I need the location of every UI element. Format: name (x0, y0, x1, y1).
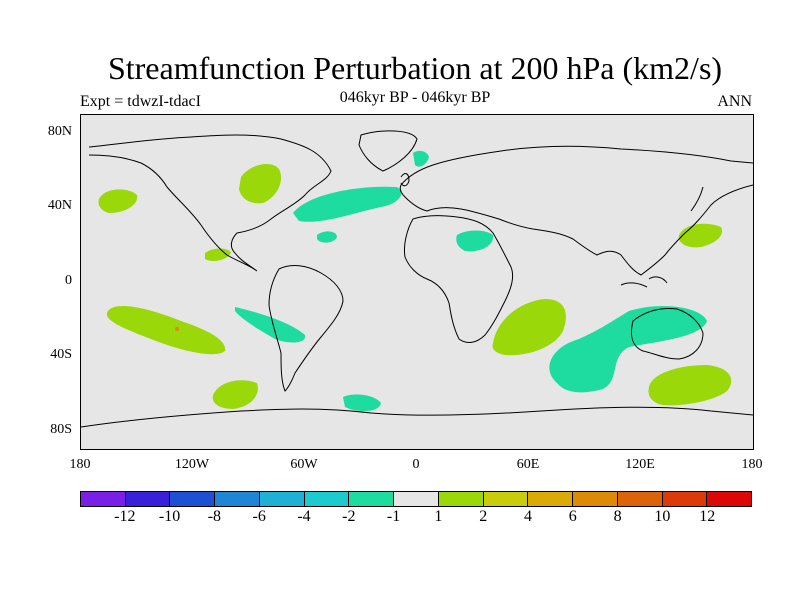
lat-tick-label: 80N (47, 124, 72, 139)
australia-outline (630, 308, 704, 360)
positive-region-north-america (239, 163, 282, 204)
colorbar-label: -12 (114, 508, 136, 525)
indonesia-outline (620, 276, 668, 288)
negative-anomalies (235, 150, 707, 412)
lon-tick-label: 120E (625, 457, 655, 472)
colorbar-label: 1 (434, 508, 443, 525)
positive-region-south-australia (648, 365, 732, 406)
lon-tick-label: 60E (516, 457, 540, 472)
lon-tick-label: 0 (412, 457, 420, 472)
positive-region-north-pacific (98, 189, 138, 213)
colorbar-swatch (438, 492, 484, 506)
colorbar-label: 12 (699, 508, 716, 525)
colorbar-swatch (394, 492, 439, 506)
lon-tick-label: 180 (69, 457, 91, 472)
south-america-outline (268, 265, 344, 392)
positive-region-east-pacific (205, 248, 231, 261)
positive-region-west-pacific (678, 223, 723, 248)
negative-region-arctic (413, 150, 429, 167)
lon-tick-label: 120W (174, 457, 210, 472)
lon-tick-label: 180 (741, 457, 763, 472)
coastlines (81, 130, 753, 428)
plot-title: Streamfunction Perturbation at 200 hPa (… (107, 50, 723, 86)
negative-region-west-atlantic (317, 231, 337, 243)
lat-tick-label: 0 (65, 273, 72, 288)
positive-region-southern-africa (492, 299, 566, 356)
negative-region-south-pacific (235, 307, 306, 343)
negative-region-south-atlantic (343, 394, 381, 412)
negative-region-north-atlantic (293, 186, 402, 222)
colorbar-label: 6 (568, 508, 577, 525)
positive-region-south-pacific (106, 306, 226, 355)
colorbar-swatch (304, 492, 350, 506)
colorbar-swatch (707, 492, 752, 506)
colorbar-label: -2 (342, 508, 356, 525)
eurasia-outline (399, 145, 753, 276)
world-map (81, 130, 753, 428)
colorbar-label: -8 (207, 508, 222, 525)
colorbar-swatch (528, 492, 574, 506)
greenland-outline (358, 130, 418, 172)
colorbar-label: -1 (386, 508, 401, 525)
colorbar-swatch (483, 492, 529, 506)
map-panel (80, 114, 754, 450)
colorbar-swatch (617, 492, 663, 506)
lat-tick-label: 40N (47, 198, 72, 213)
colorbar-label: 2 (479, 508, 488, 525)
colorbar-swatch (349, 492, 395, 506)
colorbar-label: 4 (524, 508, 532, 525)
colorbar-label: -10 (158, 508, 181, 525)
lon-tick-label: 60W (290, 457, 318, 472)
japan-outline (690, 186, 704, 212)
north-america-outline (88, 134, 332, 272)
negative-region-indian-ocean (549, 306, 707, 393)
lat-tick-label: 40S (50, 347, 72, 362)
colorbar-swatch (81, 492, 126, 506)
colorbar-swatch (215, 492, 260, 506)
colorbar-label: 10 (654, 508, 671, 525)
antarctica-outline (81, 406, 753, 428)
africa-outline (404, 215, 514, 343)
colorbar-swatch (259, 492, 305, 506)
positive-region-south-pacific-2 (212, 380, 258, 409)
lat-tick-label: 80S (50, 422, 72, 437)
experiment-label: Expt = tdwzI-tdacI (80, 93, 201, 110)
negative-region-middle-east (456, 230, 494, 252)
colorbar-label: -4 (297, 508, 311, 525)
colorbar-swatch (125, 492, 171, 506)
uk-outline (400, 173, 410, 187)
colorbar-swatch (170, 492, 216, 506)
colorbar-swatch (662, 492, 708, 506)
colorbar-label: -6 (252, 508, 266, 525)
positive-anomalies (98, 163, 732, 409)
colorbar (80, 491, 752, 507)
colorbar-swatch (573, 492, 618, 506)
colorbar-label: 8 (613, 508, 622, 525)
season-label: ANN (717, 93, 752, 110)
warm-core-dot (175, 327, 179, 331)
plot-subtitle: 046kyr BP - 046kyr BP (339, 89, 491, 106)
